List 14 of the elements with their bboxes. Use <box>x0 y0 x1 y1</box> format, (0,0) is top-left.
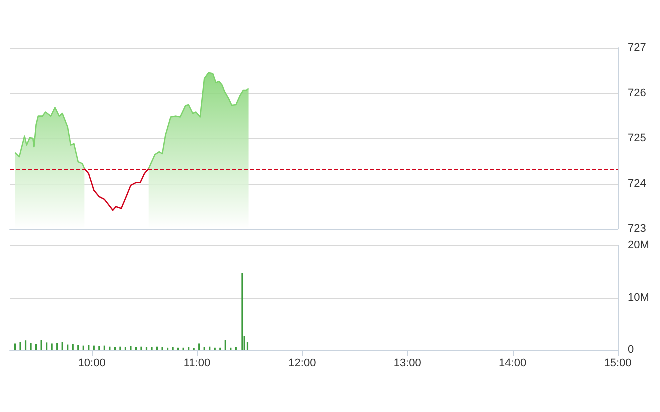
x-tick-label: 13:00 <box>394 358 422 370</box>
y-tick-label: 0 <box>628 344 634 356</box>
x-tick-label: 14:00 <box>499 358 527 370</box>
y-tick-label: 724 <box>628 178 646 190</box>
x-tick-label: 12:00 <box>288 358 316 370</box>
y-tick-label: 726 <box>628 87 646 100</box>
x-tick-label: 11:00 <box>184 358 211 370</box>
x-tick-label: 15:00 <box>604 358 632 370</box>
y-tick-label: 20M <box>628 240 650 252</box>
y-tick-label: 725 <box>628 132 646 144</box>
x-tick-label: 10:00 <box>78 358 106 370</box>
y-tick-label: 723 <box>628 223 646 235</box>
y-tick-label: 727 <box>628 42 646 54</box>
y-tick-label: 10M <box>628 292 650 304</box>
